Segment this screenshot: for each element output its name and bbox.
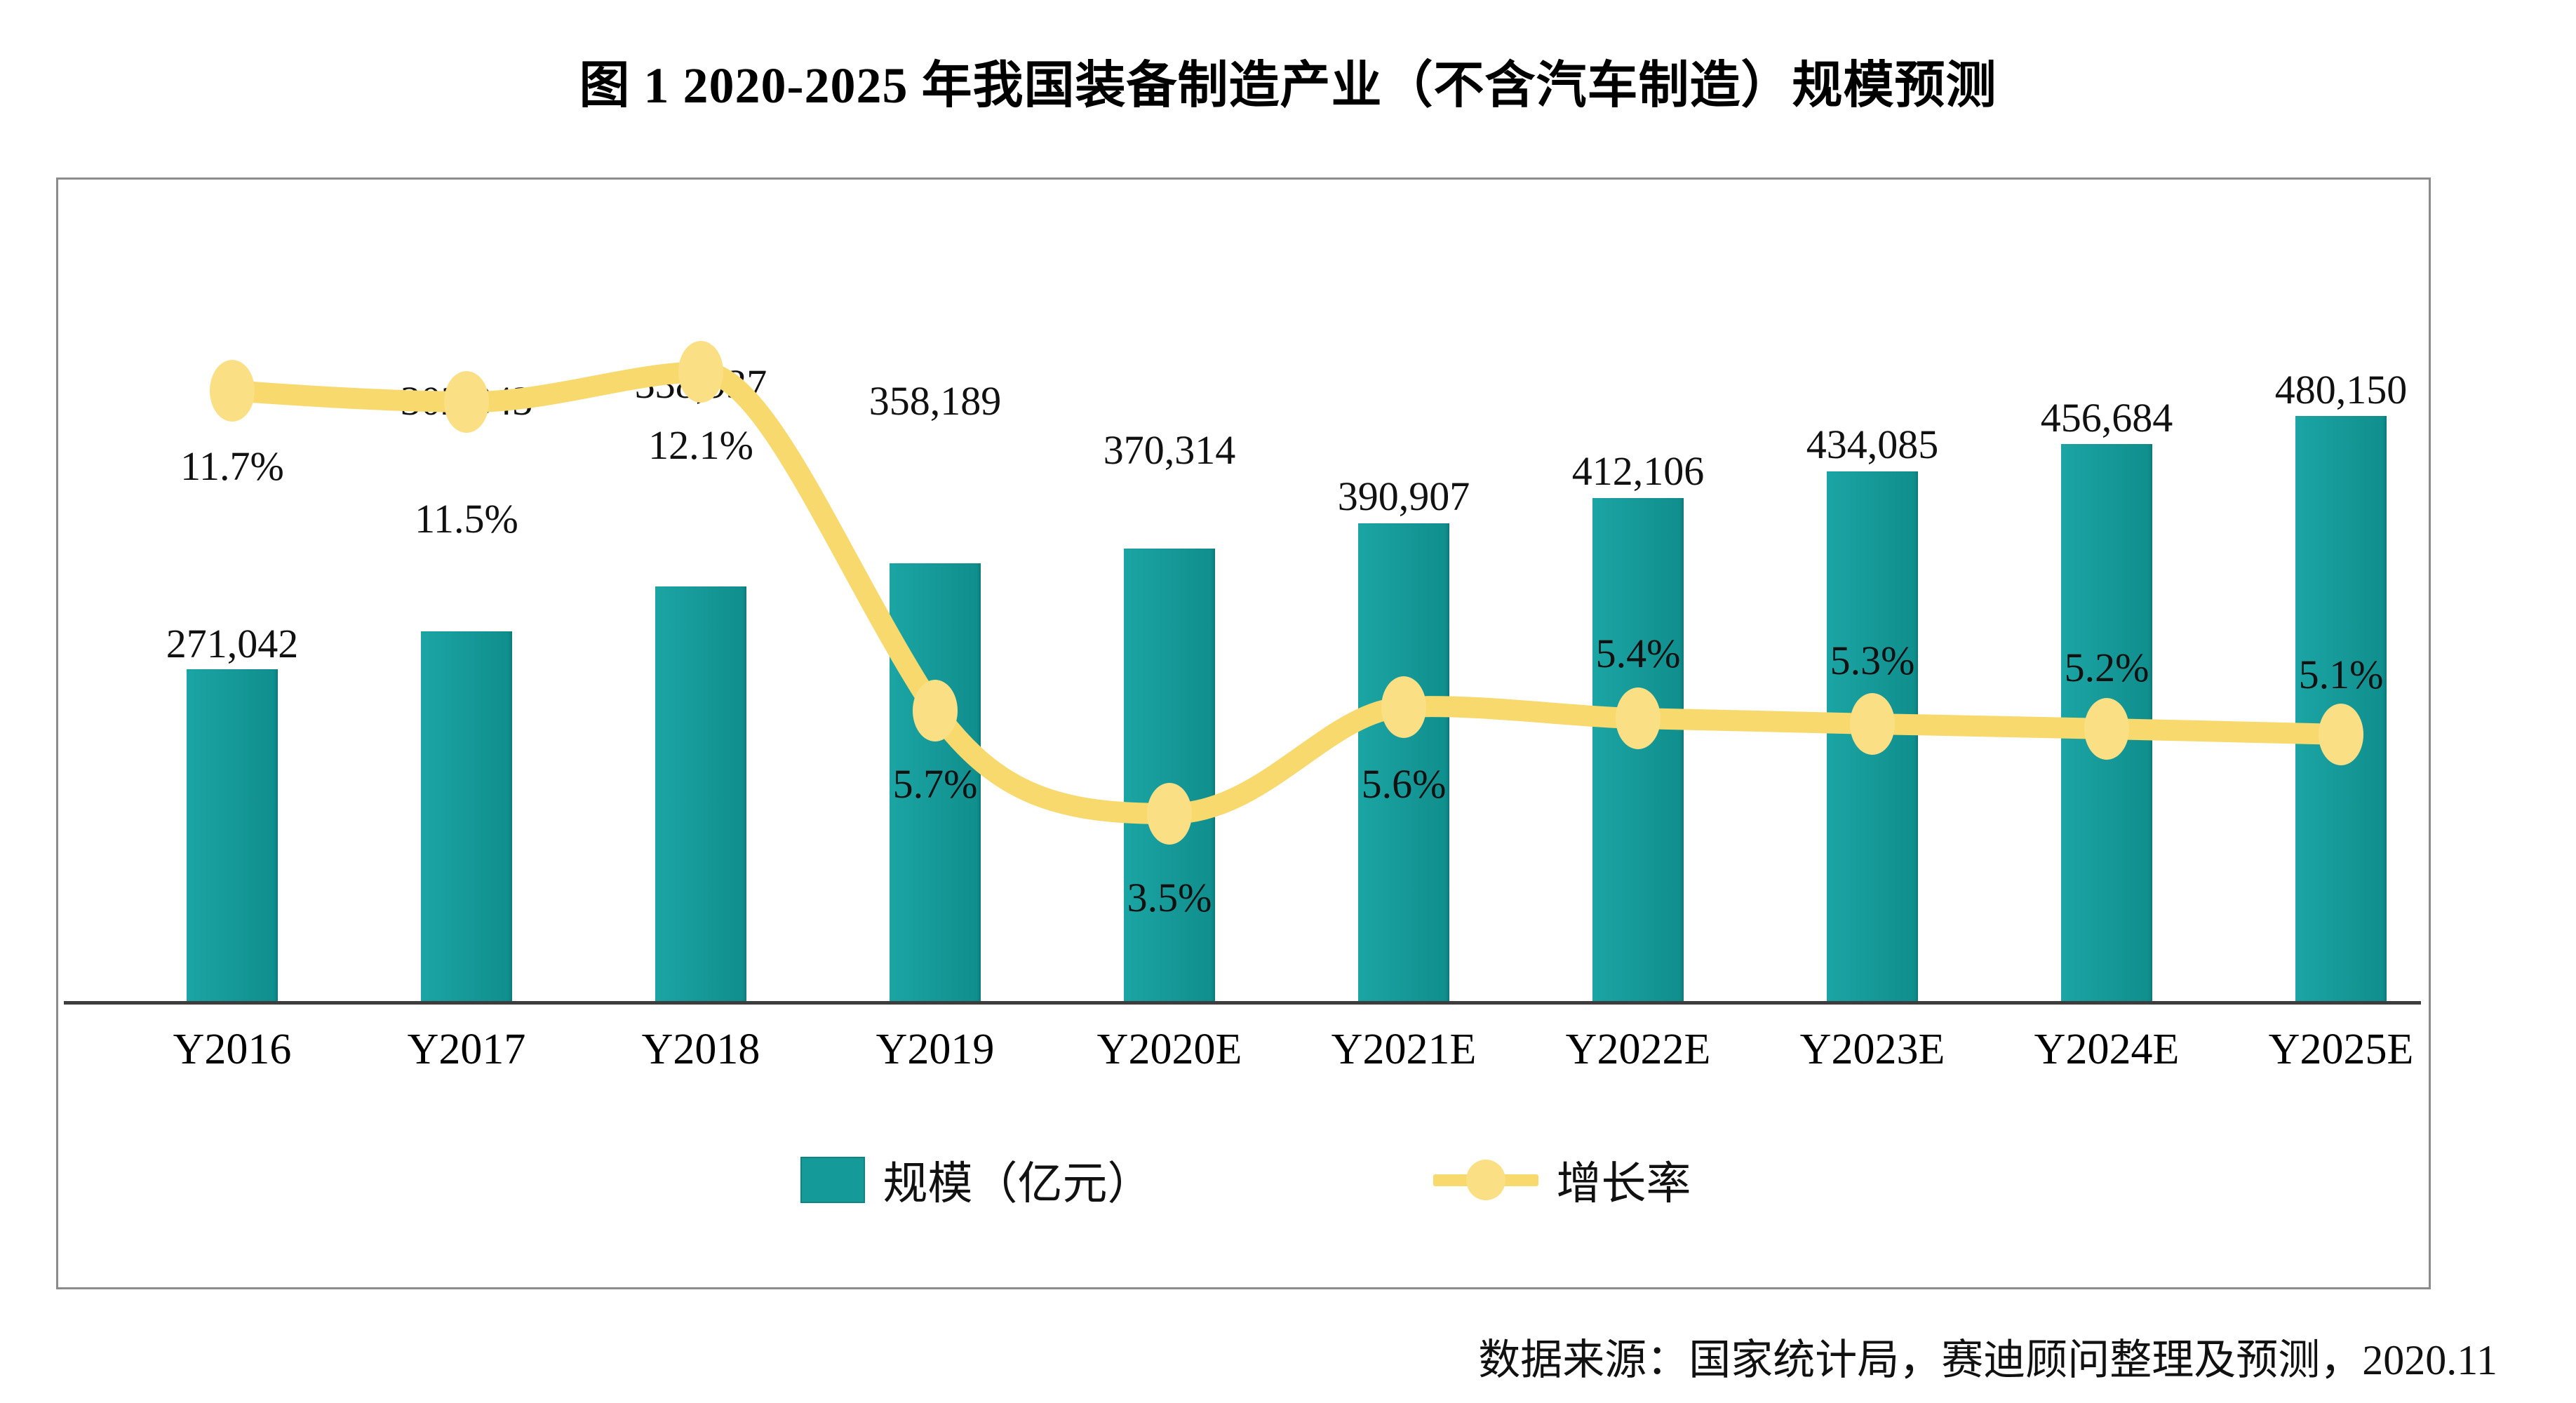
growth-rate-label: 5.4% — [1595, 631, 1681, 676]
growth-rate-label: 11.7% — [180, 443, 284, 489]
growth-rate-label: 5.6% — [1361, 761, 1447, 807]
source-note: 数据来源：国家统计局，赛迪顾问整理及预测，2020.11 — [1478, 1337, 2497, 1383]
bar-y2023e[interactable] — [1827, 471, 1918, 1001]
bar-value-label: 271,042 — [166, 621, 299, 666]
legend-label-scale: 规模（亿元） — [883, 1159, 1153, 1209]
x-axis-tick-y2022e: Y2022E — [1565, 1026, 1711, 1073]
chart-frame: 271,042 302,343 338,937 358,189 370,314 … — [56, 177, 2431, 1289]
bar-y2018[interactable] — [655, 586, 746, 1001]
x-axis-tick-y2023e: Y2023E — [1799, 1026, 1945, 1073]
growth-rate-label: 12.1% — [648, 422, 753, 468]
bar-y2022e[interactable] — [1592, 498, 1684, 1001]
x-axis-tick-y2025e: Y2025E — [2268, 1026, 2414, 1073]
bar-value-label: 456,684 — [2040, 395, 2173, 441]
chart-legend: 规模（亿元） 增长率 — [58, 1148, 2433, 1212]
growth-rate-label: 5.7% — [892, 761, 978, 807]
x-axis-tick-y2018: Y2018 — [641, 1026, 760, 1073]
bar-y2025e[interactable] — [2295, 416, 2387, 1001]
bar-value-label: 358,189 — [868, 378, 1002, 424]
bar-y2020e[interactable] — [1124, 549, 1215, 1001]
page-title: 图 1 2020-2025 年我国装备制造产业（不含汽车制造）规模预测 — [579, 58, 1997, 114]
legend-item-scale[interactable]: 规模（亿元） — [800, 1148, 1153, 1212]
bar-swatch-icon — [800, 1157, 865, 1203]
bar-value-label: 390,907 — [1337, 474, 1470, 519]
bar-value-label: 434,085 — [1806, 422, 1939, 467]
bar-y2016[interactable] — [187, 669, 278, 1001]
x-axis-tick-y2016: Y2016 — [173, 1026, 292, 1073]
growth-rate-label: 3.5% — [1127, 875, 1212, 920]
legend-item-growth-rate[interactable]: 增长率 — [1433, 1148, 1691, 1212]
bar-value-label: 302,343 — [400, 378, 533, 424]
x-axis-line — [64, 1001, 2421, 1005]
growth-rate-label: 5.1% — [2298, 652, 2384, 697]
plot-area: 271,042 302,343 338,937 358,189 370,314 … — [58, 180, 2429, 1287]
x-axis-tick-y2020e: Y2020E — [1096, 1026, 1242, 1073]
x-axis-tick-y2017: Y2017 — [407, 1026, 526, 1073]
bar-value-label: 338,937 — [634, 361, 767, 407]
legend-label-growth-rate: 增长率 — [1556, 1159, 1691, 1209]
line-marker-icon — [1433, 1158, 1538, 1202]
growth-rate-label: 11.5% — [415, 496, 518, 542]
bar-value-label: 412,106 — [1571, 448, 1705, 494]
growth-rate-label: 5.3% — [1830, 638, 1915, 683]
bar-y2017[interactable] — [421, 631, 512, 1001]
growth-rate-label: 5.2% — [2064, 645, 2149, 690]
bar-y2024e[interactable] — [2061, 444, 2152, 1001]
x-axis-tick-y2021e: Y2021E — [1331, 1026, 1477, 1073]
bar-value-label: 370,314 — [1103, 427, 1236, 473]
x-axis-tick-y2019: Y2019 — [876, 1026, 995, 1073]
bar-value-label: 480,150 — [2274, 367, 2408, 412]
x-axis-tick-y2024e: Y2024E — [2034, 1026, 2180, 1073]
